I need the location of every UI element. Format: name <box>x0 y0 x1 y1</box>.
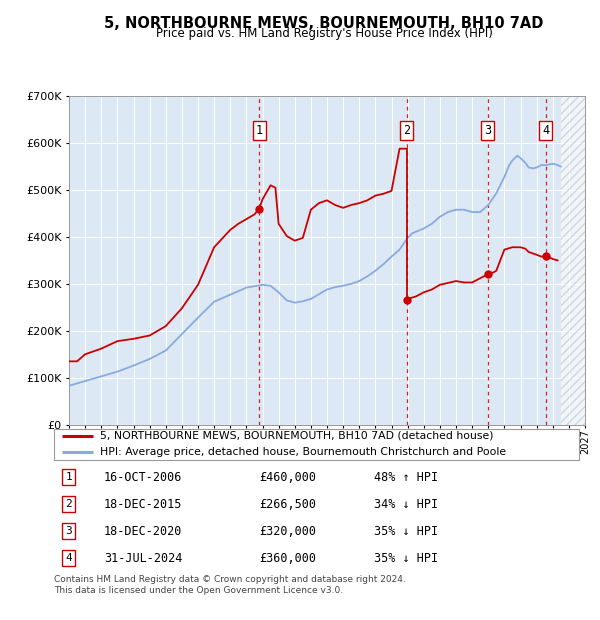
Text: 34% ↓ HPI: 34% ↓ HPI <box>374 498 439 511</box>
Text: 48% ↑ HPI: 48% ↑ HPI <box>374 471 439 484</box>
Text: 4: 4 <box>65 553 72 563</box>
Text: 3: 3 <box>484 124 491 137</box>
Text: £360,000: £360,000 <box>259 552 316 565</box>
Text: 4: 4 <box>542 124 550 137</box>
Text: 1: 1 <box>256 124 263 137</box>
Text: £320,000: £320,000 <box>259 525 316 538</box>
Text: 18-DEC-2015: 18-DEC-2015 <box>104 498 182 511</box>
Text: 5, NORTHBOURNE MEWS, BOURNEMOUTH, BH10 7AD: 5, NORTHBOURNE MEWS, BOURNEMOUTH, BH10 7… <box>104 16 544 30</box>
Text: £266,500: £266,500 <box>259 498 316 511</box>
Text: 1: 1 <box>65 472 72 482</box>
Text: Contains HM Land Registry data © Crown copyright and database right 2024.
This d: Contains HM Land Registry data © Crown c… <box>54 575 406 595</box>
Text: £460,000: £460,000 <box>259 471 316 484</box>
Text: 35% ↓ HPI: 35% ↓ HPI <box>374 552 439 565</box>
Text: Price paid vs. HM Land Registry's House Price Index (HPI): Price paid vs. HM Land Registry's House … <box>155 27 493 40</box>
Text: 35% ↓ HPI: 35% ↓ HPI <box>374 525 439 538</box>
Text: 16-OCT-2006: 16-OCT-2006 <box>104 471 182 484</box>
Text: 2: 2 <box>403 124 410 137</box>
Text: 3: 3 <box>65 526 72 536</box>
Text: HPI: Average price, detached house, Bournemouth Christchurch and Poole: HPI: Average price, detached house, Bour… <box>100 447 506 457</box>
Text: 5, NORTHBOURNE MEWS, BOURNEMOUTH, BH10 7AD (detached house): 5, NORTHBOURNE MEWS, BOURNEMOUTH, BH10 7… <box>100 431 494 441</box>
Text: 2: 2 <box>65 499 72 509</box>
Text: 31-JUL-2024: 31-JUL-2024 <box>104 552 182 565</box>
Text: 18-DEC-2020: 18-DEC-2020 <box>104 525 182 538</box>
